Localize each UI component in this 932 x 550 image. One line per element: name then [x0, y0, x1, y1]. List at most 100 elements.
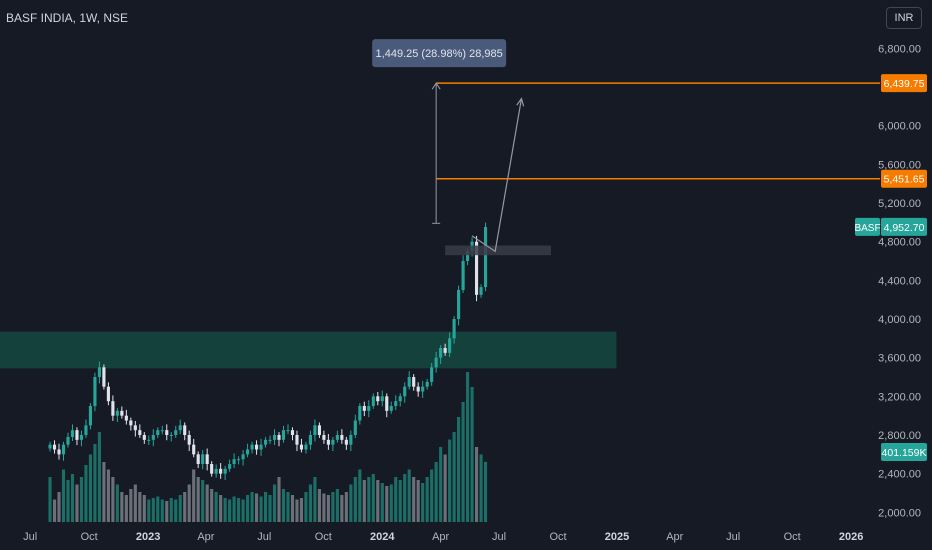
- y-tick-label: 3,600.00: [878, 353, 921, 365]
- candle: [75, 430, 79, 440]
- candle: [156, 430, 160, 436]
- candle: [331, 439, 335, 445]
- volume-bar: [210, 489, 214, 522]
- candle: [97, 367, 101, 378]
- volume-bar: [115, 484, 119, 522]
- candle: [102, 367, 106, 387]
- volume-bar: [461, 402, 465, 522]
- candle: [340, 435, 344, 440]
- volume-bar: [52, 499, 57, 522]
- demand-zone: [0, 331, 617, 369]
- volume-bar: [353, 477, 357, 522]
- candle: [232, 459, 236, 465]
- x-tick-label: Apr: [432, 531, 449, 543]
- candle: [461, 261, 465, 291]
- candle: [479, 287, 483, 295]
- candle: [192, 444, 196, 455]
- volume-bar: [84, 465, 88, 522]
- y-tick-label: 5,600.00: [878, 159, 921, 171]
- candle: [228, 464, 232, 469]
- candle: [389, 406, 393, 411]
- measure-label-box: [372, 39, 507, 68]
- volume-bar: [142, 495, 146, 522]
- volume-bar: [452, 432, 456, 522]
- candle: [48, 444, 52, 449]
- candle: [394, 401, 398, 407]
- candle: [178, 425, 182, 431]
- candle: [326, 439, 330, 445]
- volume-bar: [430, 469, 434, 522]
- x-tick-label: 2023: [136, 531, 160, 543]
- volume-bar: [308, 484, 313, 522]
- candle: [129, 420, 133, 426]
- volume-bar: [151, 498, 155, 522]
- volume-bar: [295, 499, 299, 522]
- volume-bar: [290, 495, 295, 522]
- candle: [201, 454, 205, 465]
- candle: [115, 410, 119, 416]
- volume-bar: [241, 499, 245, 522]
- last-price-tag: [881, 217, 927, 236]
- candle: [380, 396, 384, 402]
- volume-bar: [340, 495, 344, 522]
- volume-bar: [277, 477, 281, 522]
- volume-bar: [322, 493, 326, 522]
- volume-bar: [448, 439, 452, 522]
- projection-arrowhead: [516, 97, 525, 107]
- candle: [277, 435, 281, 440]
- volume-bar: [349, 484, 353, 522]
- candle: [286, 430, 290, 432]
- volume-bar: [250, 492, 254, 522]
- x-tick-label: Oct: [315, 531, 332, 543]
- candle: [165, 430, 169, 436]
- volume-bar: [192, 469, 196, 522]
- x-tick-label: Jul: [23, 531, 37, 543]
- candle: [241, 454, 245, 460]
- volume-bar: [169, 498, 173, 522]
- volume-bar: [389, 484, 393, 522]
- candle: [272, 435, 277, 440]
- volume-bar: [259, 496, 263, 522]
- candle: [362, 406, 366, 411]
- volume-bar: [394, 477, 398, 522]
- volume-bar: [254, 493, 259, 522]
- candle: [367, 406, 371, 411]
- x-tick-label: 2026: [839, 531, 863, 543]
- symbol-label: BASF: [854, 223, 880, 234]
- candle: [452, 319, 456, 339]
- volume-bar: [331, 492, 335, 522]
- candle: [254, 444, 259, 450]
- candle: [304, 444, 308, 450]
- candle: [57, 449, 61, 455]
- volume-bar: [407, 469, 411, 522]
- volume-bar: [335, 489, 339, 522]
- volume-bar: [317, 489, 321, 522]
- measure-arrowhead: [431, 82, 441, 90]
- candle: [138, 430, 142, 436]
- volume-bar: [313, 477, 317, 522]
- currency-button[interactable]: INR: [886, 7, 922, 29]
- candle: [322, 435, 326, 440]
- candle: [79, 435, 84, 440]
- candle: [214, 468, 218, 474]
- volume-bar: [174, 499, 178, 522]
- volume-bar: [48, 477, 52, 522]
- y-tick-label: 3,200.00: [878, 391, 921, 403]
- candle: [483, 226, 488, 288]
- volume-bar: [246, 495, 250, 522]
- volume-bar: [178, 495, 182, 522]
- candle: [246, 449, 250, 455]
- projection-path: [471, 98, 523, 253]
- x-tick-label: Jul: [492, 531, 506, 543]
- candle: [466, 251, 470, 262]
- volume-bar: [470, 387, 474, 522]
- candle: [124, 415, 128, 421]
- level-price-tag: [881, 169, 927, 188]
- candle: [457, 290, 461, 320]
- candle: [358, 406, 362, 421]
- volume-bar: [466, 372, 470, 522]
- candle: [151, 435, 155, 440]
- candle: [61, 444, 66, 455]
- volume-bar: [66, 480, 70, 522]
